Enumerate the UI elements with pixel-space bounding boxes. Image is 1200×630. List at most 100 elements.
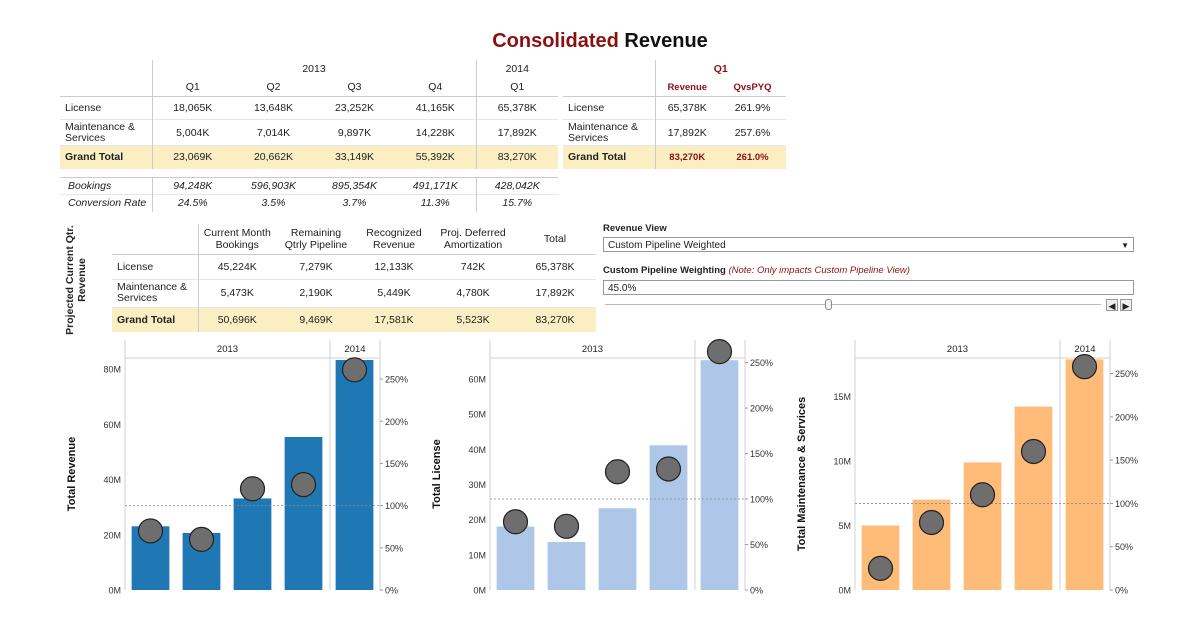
y-axis-title: Total Revenue [66, 437, 78, 511]
table-cell: 45,224K [197, 254, 276, 279]
table-cell: 12,133K [374, 260, 414, 273]
y-tick-label: 20M [103, 530, 121, 540]
table-cell: 7,279K [299, 260, 333, 273]
chevron-down-icon: ▼ [1121, 241, 1129, 250]
table-cell: 65,378K [535, 260, 575, 273]
projected-side-label-text: Projected Current Qtr. Revenue [64, 225, 88, 335]
year-label: 2013 [947, 344, 968, 355]
revenue-table: 2013 2014 Q1 Q2 Q3 Q4 Q1 License 18,065K… [60, 60, 558, 169]
growth-point [706, 339, 733, 365]
chart-total-maintenance: 2013 2014 Total Maintenance & Services 0M 5M… [796, 340, 1138, 596]
table-cell: 491,171K [412, 180, 458, 192]
row-label: Maintenance & Services [568, 120, 639, 144]
quarter-header: Q1 [151, 78, 233, 97]
table-cell: 3.5% [261, 197, 286, 210]
y-tick-label: 60M [103, 420, 121, 430]
growth-point [137, 518, 164, 544]
y2-tick-label: 150% [385, 459, 408, 469]
table-cell: 17,892K [654, 119, 719, 146]
table-cell: 2,190K [299, 287, 333, 299]
table-cell: 11.3% [420, 197, 450, 210]
weighting-label: Custom Pipeline Weighting [603, 265, 726, 276]
table-row: Maintenance & Services 5,473K 2,190K 5,4… [112, 279, 596, 307]
row-label: Grand Total [60, 145, 152, 169]
quarter-header: Q4 [428, 81, 443, 93]
table-cell: 17,892K [535, 287, 575, 299]
table-cell: 261.9% [734, 102, 771, 114]
weighting-note: (Note: Only impacts Custom Pipeline View… [728, 265, 910, 276]
y-axis-title: Total Maintenance & Services [796, 397, 808, 551]
revenue-view-select[interactable]: Custom Pipeline Weighted ▼ [603, 237, 1134, 252]
bar [1014, 406, 1053, 590]
column-header: Total [543, 232, 567, 245]
y-tick-label: 40M [103, 475, 121, 485]
y-tick-label: 0M [473, 586, 486, 596]
q1-header: Q1 [654, 60, 786, 78]
corner-cell [563, 60, 655, 78]
growth-point [867, 555, 894, 581]
y-tick-label: 60M [468, 375, 486, 385]
table-cell: 18,065K [151, 96, 233, 120]
growth-point [290, 471, 317, 498]
y2-tick-label: 100% [750, 495, 773, 505]
table-row-grand-total: Grand Total 50,696K 9,469K 17,581K 5,523… [112, 307, 596, 332]
table-cell: 3.7% [342, 197, 367, 210]
table-cell: 9,469K [276, 307, 356, 332]
slider-thumb[interactable] [825, 299, 833, 310]
row-label: Bookings [68, 180, 112, 192]
table-cell: 50,696K [197, 307, 276, 332]
growth-point [188, 526, 215, 552]
table-row: License 18,065K 13,648K 23,252K 41,165K … [60, 96, 558, 120]
row-label: License [65, 102, 102, 114]
bar [963, 462, 1002, 590]
table-row-grand-total: Grand Total 83,270K 261.0% [563, 145, 786, 169]
slider-track [605, 304, 1101, 305]
y-tick-label: 50M [468, 410, 486, 420]
table-row: Conversion Rate 24.5% 3.5% 3.7% 11.3% 15… [60, 194, 558, 212]
table-cell: 9,897K [337, 126, 372, 139]
growth-point [918, 509, 945, 536]
slider-increment-button[interactable]: ▶ [1120, 299, 1132, 311]
page-title-part1: Consolidated [492, 30, 619, 52]
y-tick-label: 80M [103, 365, 121, 375]
y-tick-label: 15M [833, 392, 851, 402]
table-cell: 24.5% [151, 194, 233, 212]
corner-cell [112, 224, 198, 254]
y2-tick-label: 200% [750, 404, 773, 414]
table-cell: 4,780K [456, 287, 490, 299]
table-cell: 13,648K [253, 102, 294, 114]
table-cell: 17,892K [475, 119, 558, 146]
row-label: Grand Total [563, 145, 655, 169]
table-cell: 257.6% [734, 126, 771, 139]
y-tick-label: 10M [833, 457, 851, 467]
bar [1065, 359, 1104, 590]
growth-point [341, 357, 368, 383]
year-label: 2013 [217, 344, 238, 355]
y2-tick-label: 250% [385, 375, 408, 385]
growth-point [1020, 438, 1047, 465]
bar [284, 437, 323, 590]
bar [700, 360, 739, 590]
page-title-part2: Revenue [624, 30, 708, 52]
row-label: Conversion Rate [68, 197, 147, 210]
table-cell: 23,252K [334, 102, 375, 114]
revenue-view-value: Custom Pipeline Weighted [608, 240, 726, 251]
bar [598, 508, 637, 590]
growth-point [1071, 354, 1098, 380]
y2-tick-label: 0% [750, 586, 763, 596]
table-cell: 65,378K [654, 96, 719, 120]
slider-decrement-button[interactable]: ◀ [1106, 299, 1118, 311]
y2-tick-label: 100% [385, 501, 408, 511]
y2-tick-label: 150% [750, 449, 773, 459]
y2-tick-label: 250% [750, 358, 773, 368]
table-cell: 55,392K [395, 145, 476, 169]
bar [335, 360, 374, 590]
y2-tick-label: 50% [750, 540, 768, 550]
growth-point [969, 482, 996, 508]
table-cell: 596,903K [251, 180, 296, 192]
weighting-input[interactable]: 45.0% [603, 280, 1134, 295]
weighting-slider[interactable] [605, 298, 1101, 312]
bar [547, 542, 586, 590]
chart-total-revenue: 2013 2014 Total Revenue 0M 20M 40M 60M 80M 0% 50%… [66, 340, 408, 596]
